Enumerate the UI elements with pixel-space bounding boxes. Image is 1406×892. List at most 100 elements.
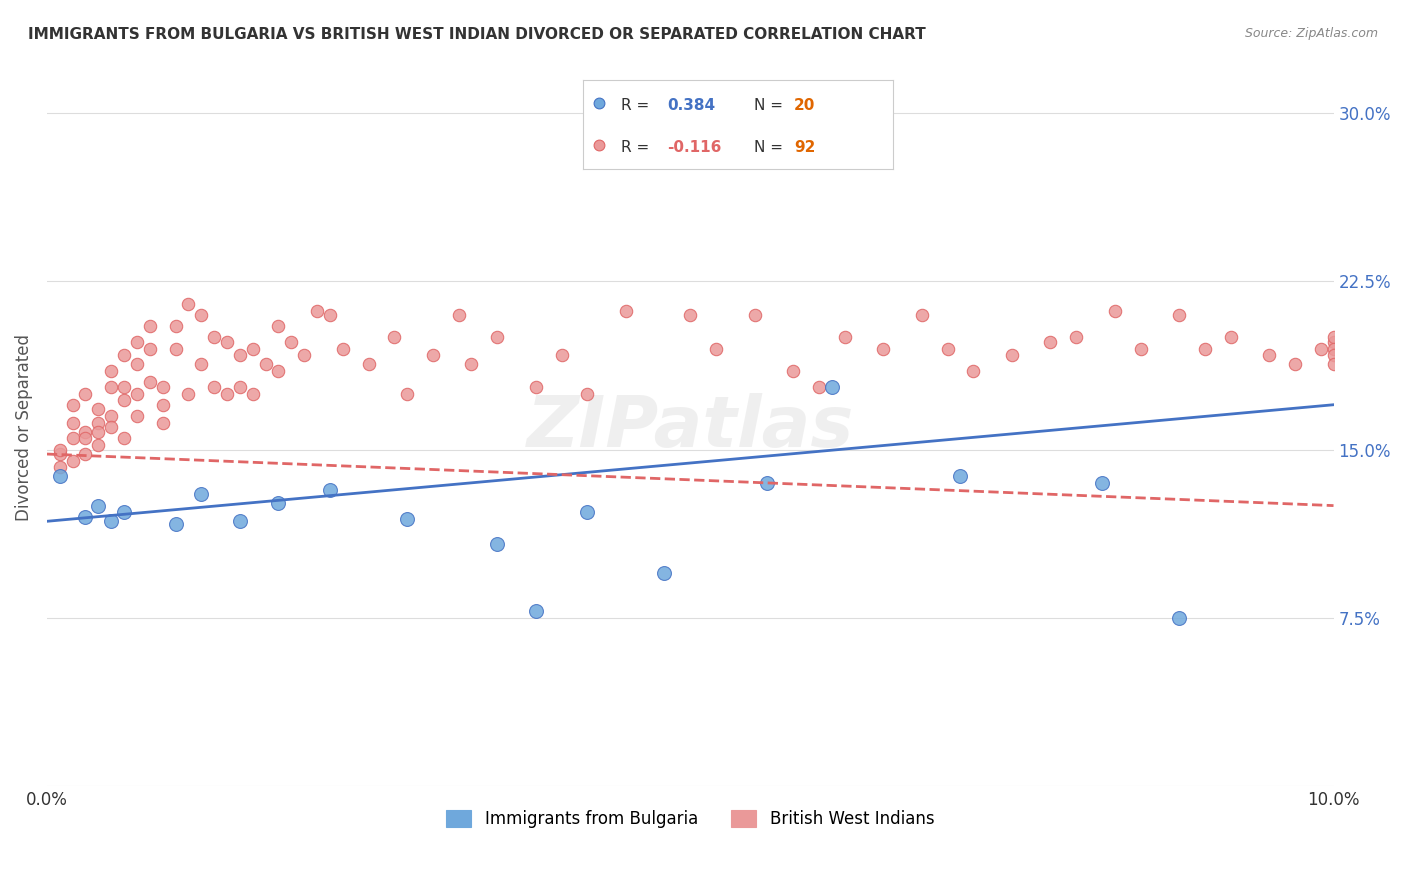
Point (267, 364, 290, 378)
Point (100, 364, 122, 378)
Point (422, 348, 444, 362)
Point (1039, 334, 1062, 349)
Point (614, 303, 637, 318)
Point (49, 460, 72, 475)
Point (1219, 330, 1241, 344)
Point (292, 348, 315, 362)
Point (834, 330, 856, 344)
Point (1322, 348, 1344, 362)
Point (100, 380, 122, 394)
Point (75, 431, 97, 445)
Point (576, 386, 599, 401)
Point (524, 604, 547, 618)
Point (190, 487, 212, 501)
Point (949, 469, 972, 483)
Point (679, 308, 702, 322)
Point (319, 483, 342, 497)
Point (125, 409, 148, 423)
Point (486, 537, 509, 551)
Point (112, 348, 135, 362)
Point (112, 380, 135, 394)
Point (911, 308, 934, 322)
Point (49, 447, 72, 461)
Point (1322, 358, 1344, 372)
Point (87, 416, 110, 430)
Point (62, 398, 84, 412)
Point (229, 348, 252, 362)
Text: Source: ZipAtlas.com: Source: ZipAtlas.com (1244, 27, 1378, 40)
Point (447, 308, 470, 322)
Point (100, 420, 122, 434)
Point (139, 342, 162, 356)
Point (460, 358, 482, 372)
Point (1322, 342, 1344, 356)
Point (396, 512, 419, 526)
Point (1194, 342, 1216, 356)
Point (307, 303, 329, 318)
Text: R =: R = (620, 98, 654, 112)
Point (807, 380, 830, 394)
Point (332, 342, 354, 356)
Point (75, 509, 97, 524)
Point (125, 386, 148, 401)
Point (486, 330, 509, 344)
Point (1168, 610, 1191, 624)
Point (215, 386, 238, 401)
Point (49, 442, 72, 457)
Point (654, 566, 676, 580)
Point (165, 516, 187, 531)
Point (177, 386, 200, 401)
Point (75, 386, 97, 401)
Point (744, 308, 766, 322)
Point (229, 514, 252, 528)
Point (152, 398, 174, 412)
Point (254, 358, 277, 372)
Point (1284, 358, 1306, 372)
Point (100, 514, 122, 528)
Point (202, 330, 225, 344)
Point (576, 505, 599, 519)
Point (1129, 342, 1152, 356)
Point (267, 496, 290, 510)
Legend: Immigrants from Bulgaria, British West Indians: Immigrants from Bulgaria, British West I… (440, 804, 941, 835)
Point (588, 95, 610, 110)
Point (87, 499, 110, 513)
Point (962, 364, 984, 378)
Point (936, 342, 959, 356)
Point (75, 447, 97, 461)
Point (49, 469, 72, 483)
Point (152, 416, 174, 430)
Point (139, 319, 162, 334)
Point (1091, 476, 1114, 491)
Point (1064, 330, 1087, 344)
Text: ZIPatlas: ZIPatlas (526, 392, 853, 462)
Point (1104, 303, 1126, 318)
Point (1322, 330, 1344, 344)
Point (112, 431, 135, 445)
Point (782, 364, 804, 378)
Point (190, 308, 212, 322)
Point (112, 393, 135, 408)
Text: 92: 92 (794, 140, 815, 154)
Point (75, 425, 97, 439)
Point (319, 308, 342, 322)
Text: N =: N = (754, 98, 787, 112)
Point (87, 425, 110, 439)
Point (229, 380, 252, 394)
Point (588, 137, 610, 152)
Point (112, 505, 135, 519)
Point (62, 454, 84, 468)
Point (1168, 308, 1191, 322)
Point (62, 431, 84, 445)
Y-axis label: Divorced or Separated: Divorced or Separated (15, 334, 32, 521)
Text: 0.384: 0.384 (666, 98, 716, 112)
Point (280, 334, 302, 349)
Point (524, 380, 547, 394)
Point (550, 348, 572, 362)
Point (62, 416, 84, 430)
Text: N =: N = (754, 140, 787, 154)
Point (125, 334, 148, 349)
Point (125, 358, 148, 372)
Point (382, 330, 405, 344)
Point (704, 342, 727, 356)
